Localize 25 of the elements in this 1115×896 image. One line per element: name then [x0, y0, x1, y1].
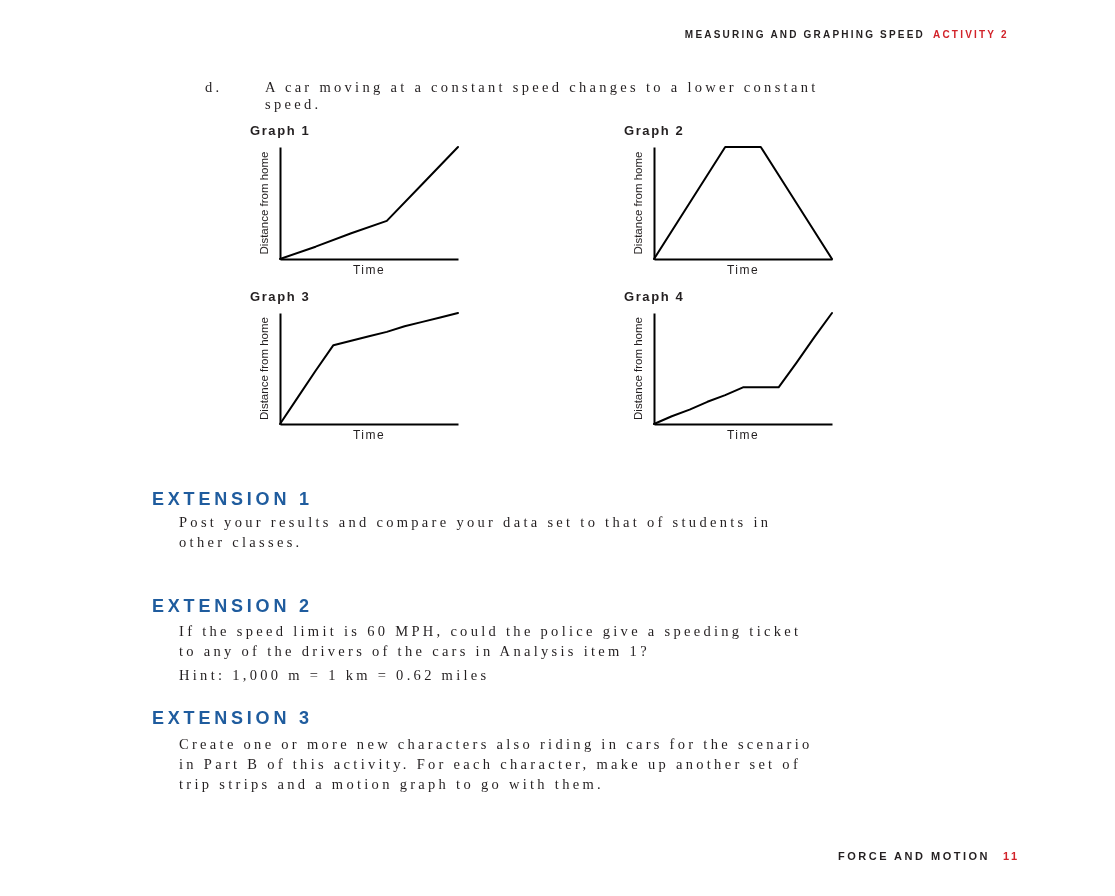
x-axis-title: Time: [352, 428, 386, 442]
text: If the speed limit is 60 MPH, could the police give a speeding ticket to any of the drivers of the cars in Analysis item 1?: [179, 623, 802, 659]
text: EXTENSION 2: [152, 596, 313, 616]
y-axis-title: Distance from home: [632, 317, 644, 420]
text: FORCE AND MOTION: [837, 850, 990, 862]
x-axis-title: Time: [352, 263, 386, 277]
chart-title: Graph 3: [250, 289, 311, 304]
text: Create one or more new characters also riding in cars for the scenario in Part B of this activity. For each character, make up another set of trip strips and a motion graph to go with them.: [179, 736, 813, 792]
text: MEASURING AND GRAPHING SPEED: [684, 29, 925, 40]
text: ACTIVITY 2: [933, 29, 1009, 40]
chart-title: Graph 4: [624, 289, 685, 304]
text: d.: [205, 79, 223, 95]
chart-title: Graph 1: [250, 123, 311, 138]
x-axis-title: Time: [726, 263, 760, 277]
x-axis-title: Time: [726, 428, 760, 442]
y-axis-title: Distance from home: [258, 317, 270, 420]
y-axis-title: Distance from home: [258, 151, 270, 255]
chart-title: Graph 2: [624, 123, 685, 138]
text: Post your results and compare your data set to that of students in other classes.: [179, 514, 772, 550]
text: EXTENSION 1: [152, 489, 313, 509]
y-axis-title: Distance from home: [632, 151, 644, 255]
text: Hint: 1,000 m = 1 km = 0.62 miles: [179, 667, 490, 683]
text: 11: [1003, 850, 1020, 862]
text: A car moving at a constant speed changes to a lower constant speed.: [265, 79, 819, 112]
text: EXTENSION 3: [152, 708, 313, 728]
